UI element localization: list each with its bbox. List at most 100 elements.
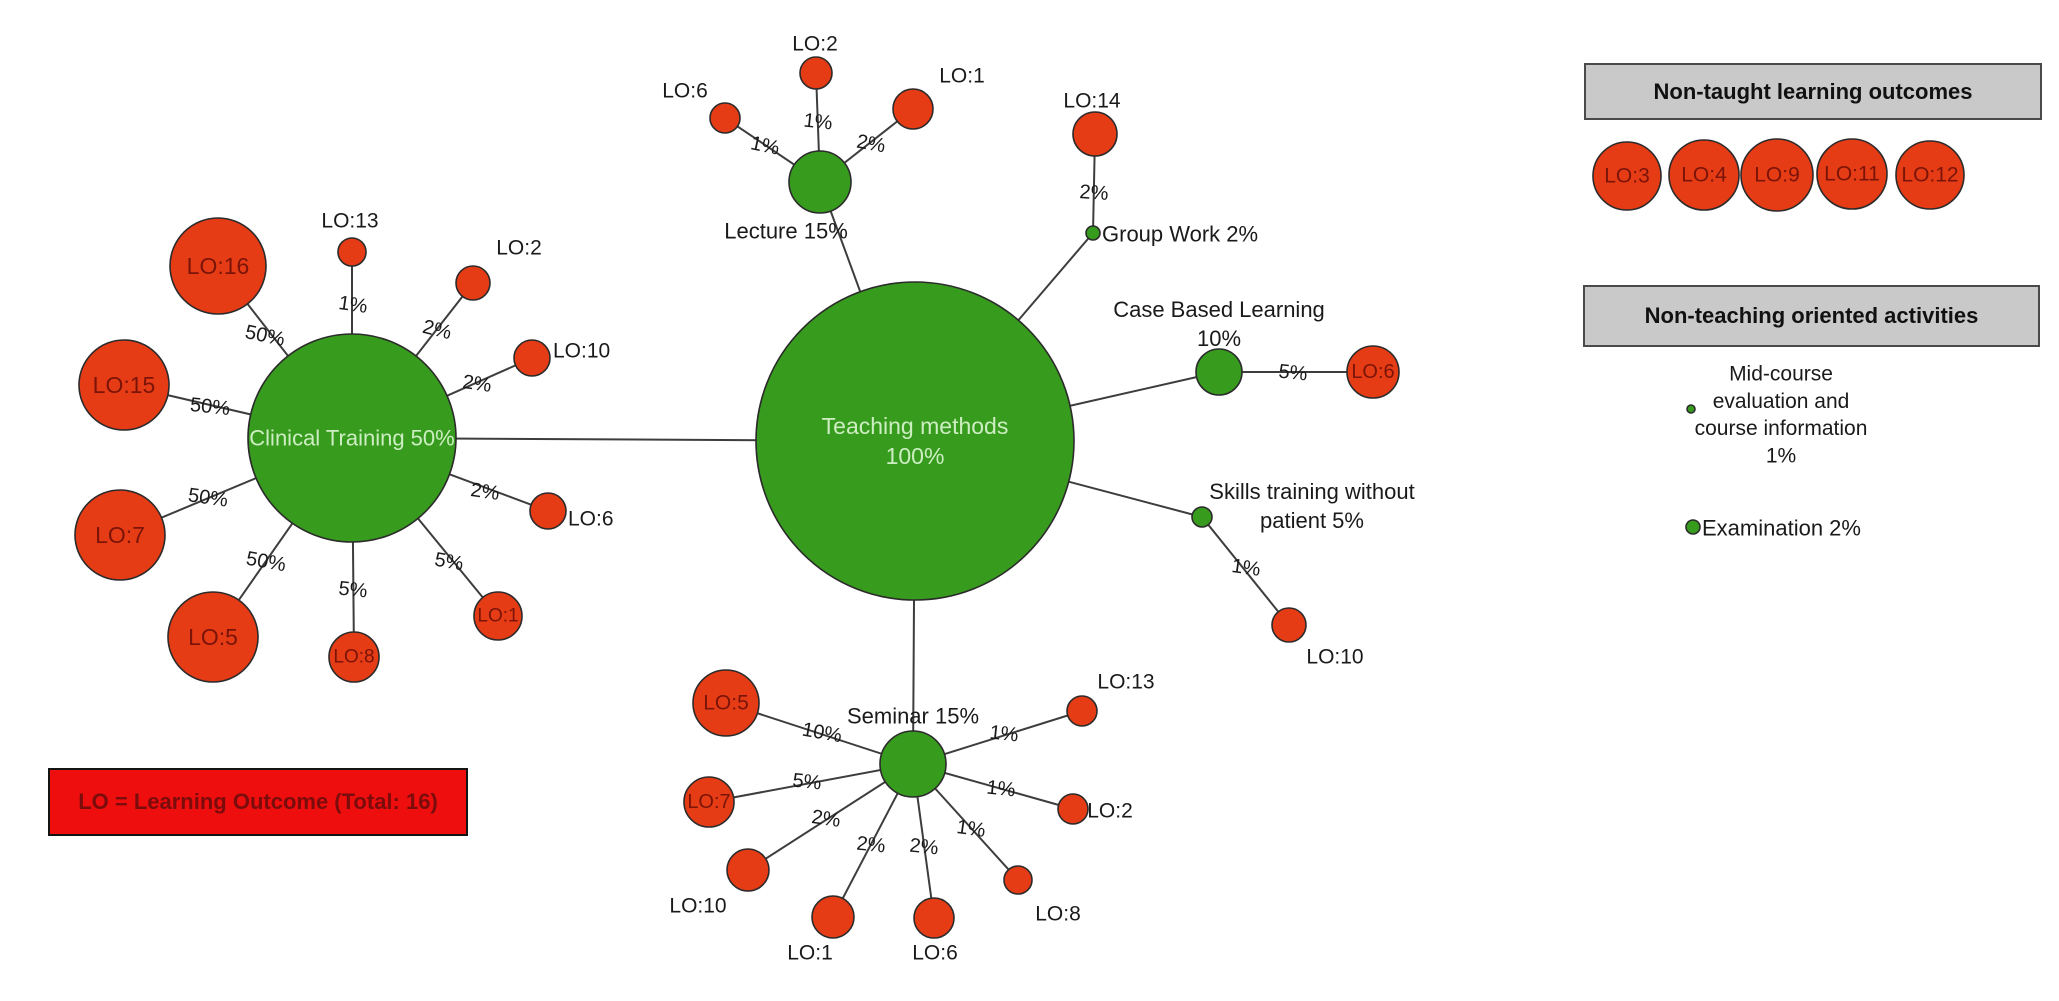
label-cb6: LO:6 [1351,361,1394,383]
edge-label-cbl-cb6: 5% [1277,361,1308,386]
node-c10 [513,339,551,377]
node-se1 [811,895,855,939]
node-l6 [709,102,741,134]
label-se5: LO:5 [703,692,749,715]
label-c7: LO:7 [95,522,145,548]
label-teaching: Teaching methods 100% [822,413,1009,469]
label-l2: LO:2 [792,33,838,56]
edge-label-clinical-c7: 50% [187,484,230,511]
edge-label-clinical-c2: 2% [420,316,454,344]
node-c6 [529,492,567,530]
label-skills: Skills training without patient 5% [1209,479,1414,533]
edge-seminar-se7 [708,763,914,803]
edge-label-seminar-se5: 10% [800,719,843,748]
label-lecture: Lecture 15% [724,219,848,244]
label-c10: LO:10 [553,340,610,363]
edge-label-clinical-c8: 5% [337,578,368,603]
node-c13 [337,237,367,267]
node-se7 [683,776,735,828]
node-c1 [473,591,523,641]
edge-label-clinical-c1: 5% [433,549,466,576]
edge-skills-s10 [1201,516,1290,626]
panel-non-taught-header: Non-taught learning outcomes [1584,63,2042,120]
node-seminar [879,730,947,798]
node-teaching [755,281,1075,601]
node-n11 [1816,138,1888,210]
label-clinical: Clinical Training 50% [249,426,454,451]
node-n4 [1668,139,1740,211]
node-skills [1191,506,1213,528]
edge-label-seminar-se10: 2% [810,806,842,832]
edge-label-seminar-se2: 1% [985,777,1016,802]
edge-label-clinical-c5: 50% [244,548,287,577]
node-l2 [799,56,833,90]
node-c7 [74,489,166,581]
label-se2: LO:2 [1087,800,1133,823]
node-g14 [1072,111,1118,157]
edge-label-clinical-c13: 1% [337,292,369,318]
label-c16: LO:16 [187,253,250,279]
node-cb6 [1346,345,1400,399]
label-c1: LO:1 [477,606,518,627]
label-c5: LO:5 [188,624,238,650]
node-n9 [1740,138,1814,212]
label-c6: LO:6 [568,508,614,531]
examination-label: Examination 2% [1702,516,1861,541]
node-exam-dot [1685,519,1701,535]
edge-label-seminar-se7: 5% [791,770,822,795]
label-seminar: Seminar 15% [847,704,979,729]
node-lecture [788,150,852,214]
node-se5 [692,669,760,737]
node-cbl [1195,348,1243,396]
edge-label-lecture-l1: 2% [855,131,888,158]
panel-non-teaching-title: Non-teaching oriented activities [1644,303,1979,328]
edge-label-clinical-c16: 50% [243,321,287,351]
node-se2 [1057,793,1089,825]
node-se8 [1003,865,1033,895]
label-g14: LO:14 [1063,90,1121,113]
node-n12 [1895,140,1965,210]
legend-box: LO = Learning Outcome (Total: 16) [48,768,468,836]
label-cbl: Case Based Learning 10% [1113,297,1325,351]
node-se6 [913,897,955,939]
label-l1: LO:1 [939,65,985,88]
edge-label-clinical-c15: 50% [189,394,231,420]
node-clinical [247,333,457,543]
label-c8: LO:8 [333,647,374,668]
node-se10 [726,848,770,892]
edge-label-clinical-c6: 2% [469,479,501,505]
label-se8: LO:8 [1035,903,1081,926]
node-c16 [169,217,267,315]
label-se13: LO:13 [1097,671,1154,694]
label-n4: LO:4 [1681,164,1727,187]
node-s10 [1271,607,1307,643]
label-se1: LO:1 [787,942,833,965]
midcourse-label: Mid-course evaluation and course informati… [1695,363,1868,468]
label-l6: LO:6 [662,80,708,103]
label-se6: LO:6 [912,942,958,965]
node-c2 [455,265,491,301]
node-c15 [78,339,170,431]
node-groupwork [1085,225,1101,241]
edge-label-seminar-se8: 1% [955,816,987,842]
panel-non-taught-title: Non-taught learning outcomes [1653,78,1973,104]
label-se7: LO:7 [687,791,730,813]
label-groupwork: Group Work 2% [1102,222,1258,247]
edge-label-seminar-se6: 2% [908,835,939,860]
edge-label-seminar-se13: 1% [988,722,1019,747]
node-midcourse-dot [1686,404,1696,414]
edge-label-lecture-l2: 1% [802,110,833,135]
node-se13 [1066,695,1098,727]
node-l1 [892,88,934,130]
edge-label-seminar-se1: 2% [855,833,886,858]
label-s10: LO:10 [1306,646,1363,669]
node-c8 [328,631,380,683]
node-c5 [167,591,259,683]
label-n3: LO:3 [1604,165,1650,188]
label-n12: LO:12 [1901,164,1958,187]
edge-label-lecture-l6: 1% [749,132,782,160]
node-n3 [1592,141,1662,211]
panel-non-teaching-header: Non-teaching oriented activities [1583,285,2040,347]
